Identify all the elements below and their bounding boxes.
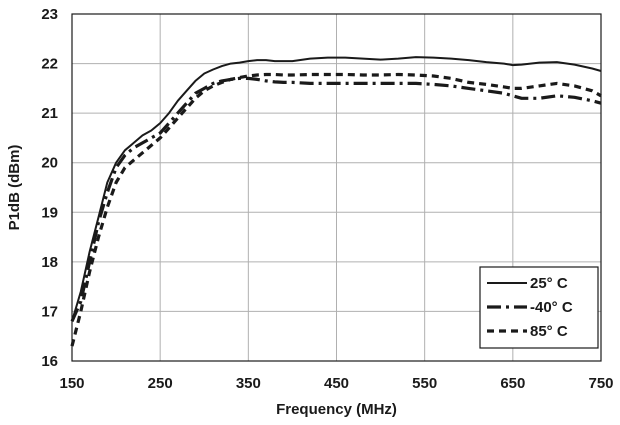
legend-label: 25° C xyxy=(530,275,568,292)
y-axis-title: P1dB (dBm) xyxy=(6,145,23,231)
y-tick-label: 20 xyxy=(41,155,58,172)
y-tick-label: 17 xyxy=(41,303,58,320)
y-tick-label: 23 xyxy=(41,6,58,23)
series-line-0 xyxy=(71,56,602,322)
legend-items: 25° C -40° C 85° C xyxy=(487,275,573,340)
legend-box xyxy=(479,266,599,349)
y-tick-label: 21 xyxy=(41,105,58,122)
plot-frame xyxy=(71,13,602,362)
y-tick-label: 22 xyxy=(41,56,58,73)
x-tick-label: 650 xyxy=(500,375,525,392)
series-line-1 xyxy=(70,76,602,322)
x-tick-label: 150 xyxy=(59,375,84,392)
y-tick-label: 16 xyxy=(41,353,58,370)
y-tick-label: 18 xyxy=(41,254,58,271)
legend-label: 85° C xyxy=(530,323,568,340)
series-line-2 xyxy=(70,72,602,347)
x-tick-label: 450 xyxy=(324,375,349,392)
x-tick-label: 750 xyxy=(588,375,613,392)
series-lines xyxy=(70,56,602,347)
legend-label: -40° C xyxy=(530,299,573,316)
tick-labels: 150 250 350 450 550 650 750 16 17 18 19 20 21 22 23 xyxy=(41,6,613,392)
x-tick-label: 250 xyxy=(148,375,173,392)
x-tick-label: 550 xyxy=(412,375,437,392)
grid-lines xyxy=(71,13,602,362)
x-tick-label: 350 xyxy=(236,375,261,392)
legend: 25° C -40° C 85° C xyxy=(479,266,599,349)
x-axis-title: Frequency (MHz) xyxy=(276,401,397,418)
y-tick-label: 19 xyxy=(41,204,58,221)
